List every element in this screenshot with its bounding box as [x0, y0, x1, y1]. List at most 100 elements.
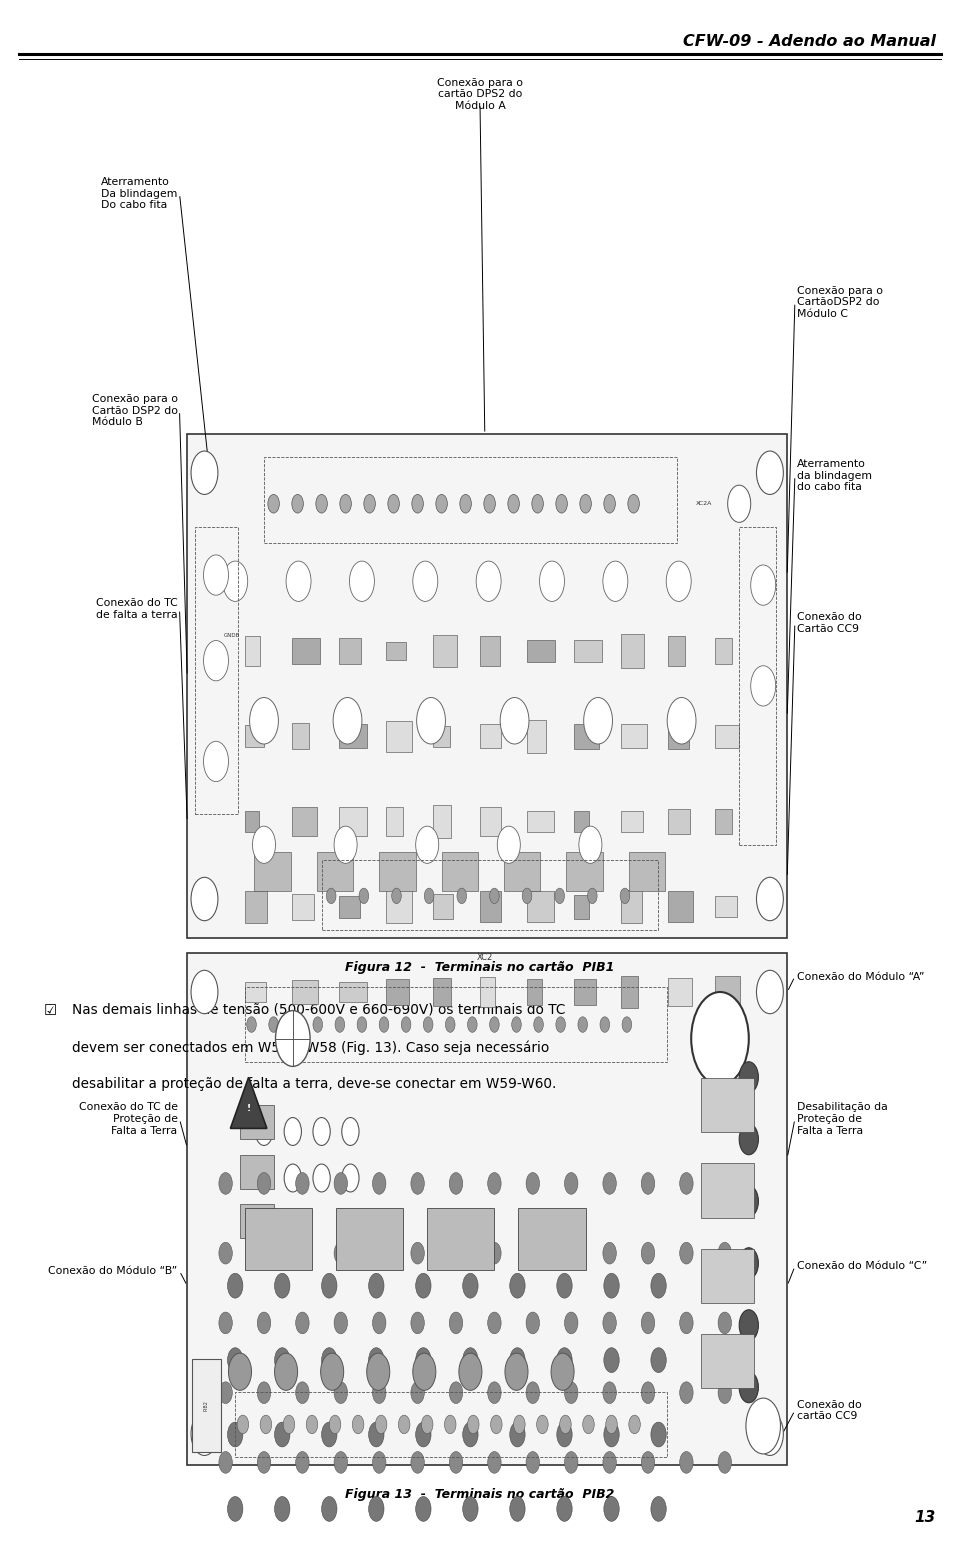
- Bar: [245, 1209, 312, 1271]
- Circle shape: [445, 1017, 455, 1032]
- Circle shape: [421, 1415, 433, 1434]
- Text: Conexão do Módulo “B”: Conexão do Módulo “B”: [48, 1266, 178, 1276]
- Text: Conexão do
cartão CC9: Conexão do cartão CC9: [797, 1400, 861, 1421]
- Circle shape: [449, 1451, 463, 1472]
- Bar: [195, 527, 238, 814]
- Circle shape: [584, 698, 612, 744]
- Circle shape: [505, 1353, 528, 1390]
- Circle shape: [252, 826, 276, 863]
- Circle shape: [588, 888, 597, 904]
- Circle shape: [746, 1398, 780, 1454]
- Circle shape: [334, 1451, 348, 1472]
- Circle shape: [512, 1017, 521, 1032]
- Circle shape: [334, 1383, 348, 1404]
- Bar: [668, 724, 688, 749]
- Bar: [504, 853, 540, 891]
- Circle shape: [526, 1451, 540, 1472]
- Circle shape: [488, 1383, 501, 1404]
- Circle shape: [275, 1348, 290, 1373]
- Bar: [739, 527, 776, 845]
- Bar: [386, 980, 409, 1004]
- Circle shape: [756, 877, 783, 921]
- Circle shape: [228, 1497, 243, 1522]
- Bar: [715, 976, 740, 1008]
- Circle shape: [269, 1017, 278, 1032]
- Circle shape: [284, 1164, 301, 1192]
- Circle shape: [603, 1383, 616, 1404]
- Circle shape: [306, 1415, 318, 1434]
- Circle shape: [526, 1383, 540, 1404]
- Circle shape: [369, 1497, 384, 1522]
- Circle shape: [284, 1118, 301, 1145]
- Circle shape: [286, 561, 311, 601]
- Circle shape: [751, 564, 776, 604]
- Bar: [480, 724, 501, 749]
- Circle shape: [510, 1348, 525, 1373]
- Circle shape: [718, 1383, 732, 1404]
- Circle shape: [628, 494, 639, 513]
- Circle shape: [423, 1017, 433, 1032]
- Circle shape: [651, 1497, 666, 1522]
- Circle shape: [718, 1451, 732, 1472]
- Circle shape: [204, 555, 228, 595]
- Circle shape: [388, 494, 399, 513]
- Circle shape: [580, 494, 591, 513]
- Circle shape: [411, 1172, 424, 1194]
- Circle shape: [718, 1172, 732, 1194]
- Bar: [480, 978, 494, 1006]
- Bar: [240, 1155, 274, 1189]
- Circle shape: [564, 1311, 578, 1333]
- Bar: [574, 894, 589, 919]
- Bar: [339, 808, 367, 835]
- Bar: [527, 891, 554, 922]
- Circle shape: [444, 1415, 456, 1434]
- Circle shape: [416, 1497, 431, 1522]
- Circle shape: [537, 1415, 548, 1434]
- Circle shape: [372, 1172, 386, 1194]
- Bar: [339, 724, 367, 749]
- Circle shape: [739, 1124, 758, 1155]
- Circle shape: [268, 494, 279, 513]
- Circle shape: [564, 1172, 578, 1194]
- Circle shape: [680, 1383, 693, 1404]
- Circle shape: [191, 451, 218, 494]
- Circle shape: [751, 666, 776, 707]
- Circle shape: [604, 1423, 619, 1448]
- Circle shape: [532, 494, 543, 513]
- Bar: [317, 853, 353, 891]
- Circle shape: [322, 1423, 337, 1448]
- Bar: [442, 853, 478, 891]
- Circle shape: [728, 485, 751, 522]
- Circle shape: [756, 451, 783, 494]
- Text: Aterramento
da blindagem
do cabo fita: Aterramento da blindagem do cabo fita: [797, 459, 872, 493]
- Circle shape: [604, 1348, 619, 1373]
- Circle shape: [411, 1243, 424, 1265]
- Circle shape: [372, 1311, 386, 1333]
- Circle shape: [322, 1497, 337, 1522]
- Text: Figura 12  -  Terminais no cartão  PIB1: Figura 12 - Terminais no cartão PIB1: [346, 961, 614, 973]
- Circle shape: [228, 1274, 243, 1299]
- Bar: [339, 896, 360, 918]
- Circle shape: [449, 1383, 463, 1404]
- Bar: [715, 637, 732, 665]
- Bar: [386, 642, 406, 660]
- Circle shape: [579, 826, 602, 863]
- Circle shape: [367, 1353, 390, 1390]
- Circle shape: [718, 1243, 732, 1265]
- Bar: [339, 637, 361, 665]
- Bar: [245, 725, 264, 747]
- Circle shape: [604, 494, 615, 513]
- Circle shape: [564, 1243, 578, 1265]
- Circle shape: [369, 1423, 384, 1448]
- Circle shape: [413, 561, 438, 601]
- Circle shape: [604, 1274, 619, 1299]
- Circle shape: [335, 1017, 345, 1032]
- Circle shape: [257, 1383, 271, 1404]
- Text: Nas demais linhas de tensão (500-600V e 660-690V) os terminais do TC: Nas demais linhas de tensão (500-600V e …: [72, 1003, 565, 1017]
- Circle shape: [191, 1412, 218, 1455]
- Bar: [701, 1079, 754, 1132]
- Circle shape: [526, 1172, 540, 1194]
- Circle shape: [463, 1274, 478, 1299]
- Circle shape: [326, 888, 336, 904]
- Circle shape: [603, 1311, 616, 1333]
